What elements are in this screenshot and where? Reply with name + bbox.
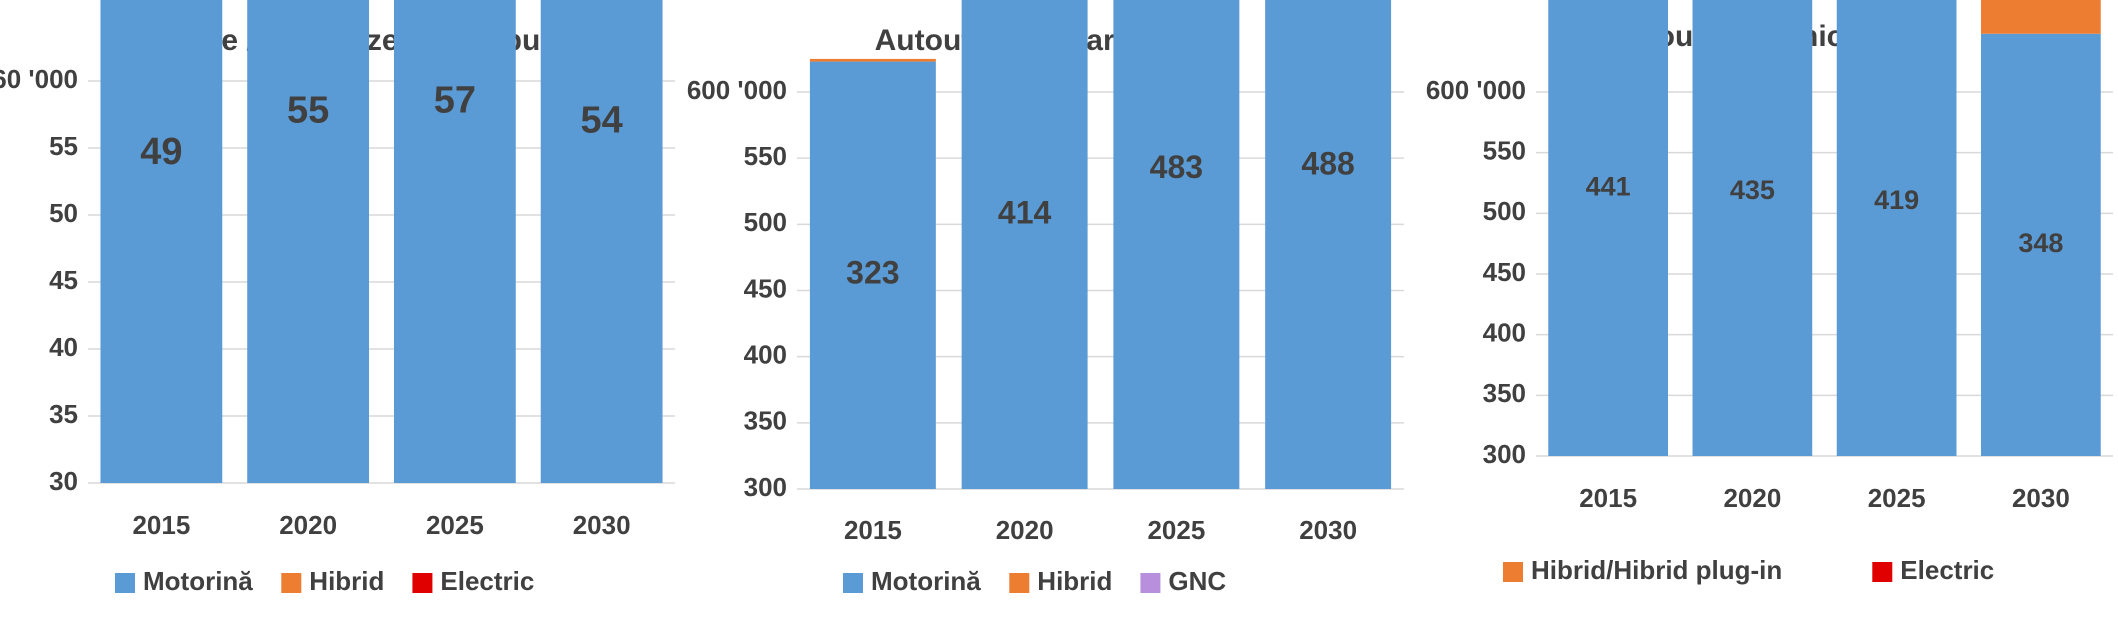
bar-segment: [1548, 0, 1668, 457]
bar-segment: [1981, 0, 2101, 34]
x-tick-label: 2030: [573, 510, 631, 540]
y-tick-label: 30: [49, 466, 78, 496]
legend-swatch: [1009, 573, 1030, 593]
legend-swatch: [115, 573, 135, 593]
legend-label: Electric: [440, 566, 534, 596]
y-tick-label: 450: [744, 273, 787, 303]
legend-label: Motorină: [871, 566, 981, 596]
legend-swatch: [281, 573, 302, 593]
data-label: 348: [2018, 228, 2063, 258]
x-tick-label: 2015: [844, 515, 902, 545]
legend-label: Hibrid: [309, 566, 384, 596]
x-tick-label: 2025: [1868, 483, 1926, 513]
x-tick-label: 2030: [1299, 515, 1357, 545]
y-tick-label: 300: [744, 472, 787, 502]
y-tick-label: 400: [744, 340, 787, 370]
x-tick-label: 2025: [426, 510, 484, 540]
bar-segment: [809, 61, 936, 490]
legend-label: Electric: [1900, 555, 1994, 585]
data-label: 49: [140, 131, 182, 173]
bar-segment: [540, 0, 663, 483]
y-tick-label: 50: [49, 198, 78, 228]
legend-label: Motorină: [143, 566, 253, 596]
y-tick-label: 550: [1483, 136, 1526, 166]
bar-segment: [1113, 0, 1240, 489]
legend-swatch: [1140, 573, 1161, 593]
bar-segment: [809, 58, 936, 62]
x-tick-label: 2020: [996, 515, 1054, 545]
y-tick-label: 400: [1483, 318, 1526, 348]
data-label: 54: [580, 100, 622, 142]
data-label: 414: [998, 195, 1052, 231]
y-tick-label: 500: [744, 207, 787, 237]
data-label: 488: [1301, 146, 1354, 182]
bar-segment: [1836, 0, 1957, 456]
bar-segment: [1692, 0, 1813, 456]
y-tick-label: 600 '000: [687, 75, 787, 105]
y-tick-label: 450: [1483, 257, 1526, 287]
data-label: 435: [1730, 175, 1775, 205]
legend-label: Hibrid: [1037, 566, 1112, 596]
y-tick-label: 60 '000: [0, 64, 78, 94]
bar-segment: [100, 0, 223, 483]
bar-segment: [393, 0, 516, 483]
data-label: 441: [1586, 172, 1631, 202]
data-label: 323: [846, 255, 899, 291]
legend-label: GNC: [1168, 566, 1226, 596]
legend-swatch: [412, 573, 433, 593]
bar-segment: [1981, 33, 2101, 456]
y-tick-label: 45: [49, 265, 78, 295]
y-tick-label: 350: [744, 406, 787, 436]
legend-swatch: [843, 573, 863, 593]
y-tick-label: 300: [1483, 439, 1526, 469]
x-tick-label: 2030: [2012, 483, 2070, 513]
data-label: 55: [287, 90, 329, 132]
data-label: 419: [1874, 185, 1919, 215]
legend-swatch: [1503, 562, 1523, 582]
x-tick-label: 2020: [1723, 483, 1781, 513]
y-tick-label: 55: [49, 131, 78, 161]
legend-label: Hibrid/Hibrid plug-in: [1531, 555, 1782, 585]
y-tick-label: 40: [49, 332, 78, 362]
legend-swatch: [1872, 562, 1893, 582]
y-tick-label: 500: [1483, 196, 1526, 226]
x-tick-label: 2015: [1579, 483, 1637, 513]
bar-segment: [1265, 0, 1392, 490]
data-label: 57: [434, 79, 476, 121]
y-tick-label: 35: [49, 399, 78, 429]
bar-segment: [247, 0, 370, 484]
y-tick-label: 600 '000: [1426, 75, 1526, 105]
y-tick-label: 550: [744, 141, 787, 171]
x-tick-label: 2025: [1147, 515, 1205, 545]
data-label: 483: [1150, 149, 1203, 185]
y-tick-label: 350: [1483, 378, 1526, 408]
x-tick-label: 2020: [279, 510, 337, 540]
bar-segment: [961, 0, 1088, 489]
x-tick-label: 2015: [132, 510, 190, 540]
